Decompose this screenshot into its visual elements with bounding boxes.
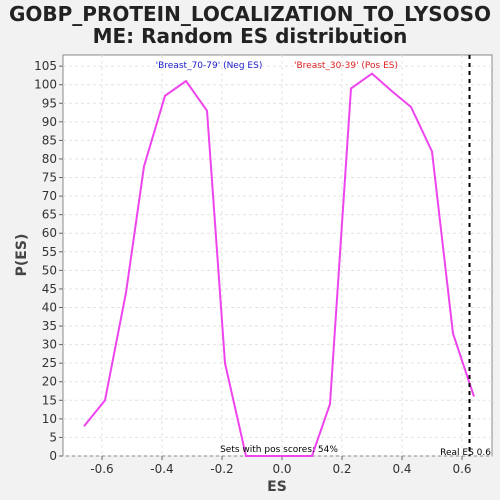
series-line	[83, 72, 475, 457]
y-tick-label: 95	[42, 96, 57, 110]
x-tick-label: 0.6	[452, 462, 471, 476]
x-tick-label: -0.4	[150, 462, 173, 476]
x-axis-ticks: -0.6 -0.4 -0.2 0.0 0.2 0.4 0.6	[90, 456, 472, 476]
y-tick-label: 10	[42, 412, 57, 426]
x-tick-label: 0.4	[392, 462, 411, 476]
y-tick-label: 80	[42, 152, 57, 166]
chart-title-line2: ME: Random ES distribution	[93, 24, 408, 48]
y-tick-label: 75	[42, 171, 57, 185]
y-tick-label: 60	[42, 226, 57, 240]
y-tick-label: 0	[49, 449, 57, 463]
legend-pos-es: 'Breast_30-39' (Pos ES)	[294, 61, 398, 71]
x-axis-label: ES	[267, 479, 287, 495]
y-tick-label: 45	[42, 282, 57, 296]
y-tick-label: 25	[42, 356, 57, 370]
y-tick-label: 5	[49, 430, 57, 444]
x-tick-label: -0.6	[90, 462, 113, 476]
x-tick-label: 0.0	[272, 462, 291, 476]
y-tick-label: 85	[42, 133, 57, 147]
x-tick-label: 0.2	[332, 462, 351, 476]
y-tick-label: 35	[42, 319, 57, 333]
y-tick-label: 90	[42, 115, 57, 129]
y-tick-label: 15	[42, 393, 57, 407]
y-tick-label: 105	[34, 59, 57, 73]
y-axis-ticks: 0 5 10 15 20 25 30 35 40 45 50 55 60 65 70 75 80 85 90 95 10…	[34, 59, 63, 463]
y-axis-label: P(ES)	[14, 234, 30, 277]
y-tick-label: 40	[42, 300, 57, 314]
chart-title-line1: GOBP_PROTEIN_LOCALIZATION_TO_LYSOSO	[9, 2, 491, 26]
sets-pos-annotation: Sets with pos scores: 54%	[220, 445, 338, 455]
y-tick-label: 55	[42, 245, 57, 259]
y-tick-label: 20	[42, 375, 57, 389]
grid-lines	[63, 55, 492, 457]
y-tick-label: 100	[34, 78, 57, 92]
x-tick-label: -0.2	[210, 462, 233, 476]
plot-area	[62, 54, 493, 457]
y-tick-label: 30	[42, 338, 57, 352]
y-tick-label: 65	[42, 208, 57, 222]
y-tick-label: 70	[42, 189, 57, 203]
legend-neg-es: 'Breast_70-79' (Neg ES)	[156, 61, 263, 71]
y-tick-label: 50	[42, 263, 57, 277]
real-es-annotation: Real ES 0.6	[440, 448, 491, 458]
